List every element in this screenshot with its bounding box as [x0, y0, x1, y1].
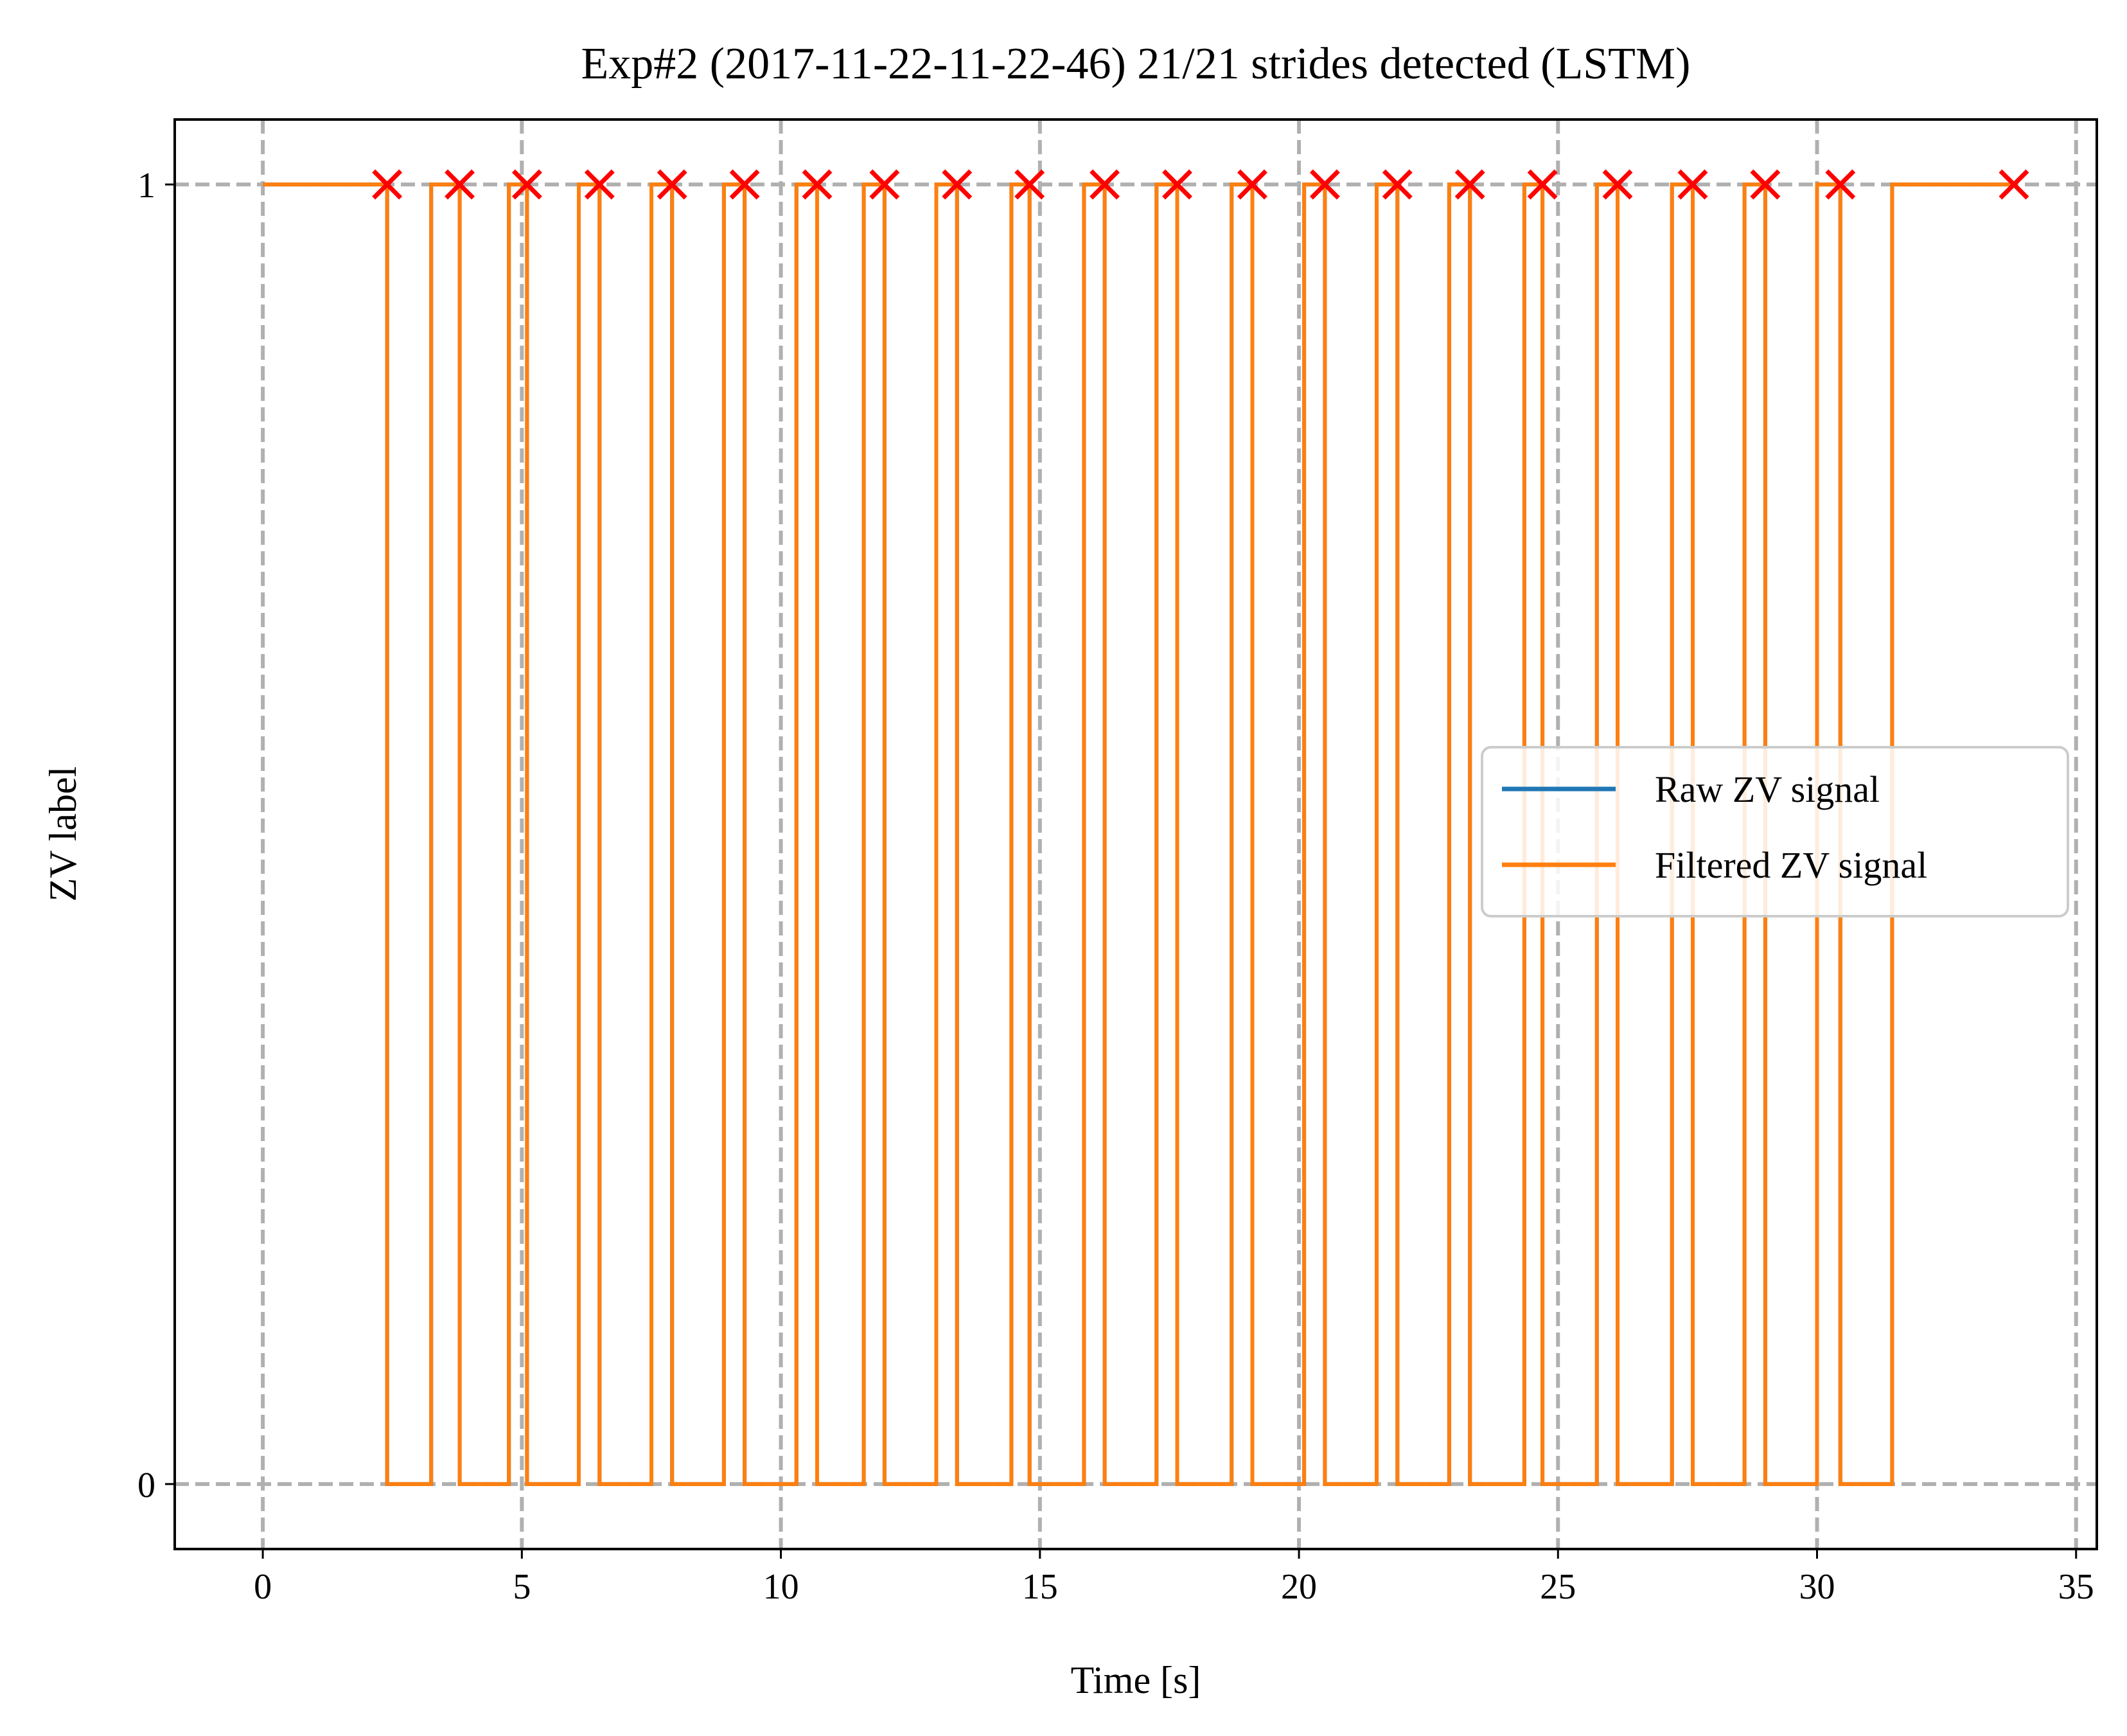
stride-marker [1454, 169, 1485, 200]
stride-marker [1825, 169, 1856, 200]
stride-marker [1602, 169, 1633, 200]
stride-marker [729, 169, 760, 200]
stride-marker [1999, 169, 2029, 200]
chart-title: Exp#2 (2017-11-22-11-22-46) 21/21 stride… [581, 39, 1691, 89]
stride-markers [372, 169, 2029, 200]
stride-marker-stroke [1090, 169, 1120, 200]
stride-marker-stroke [1527, 169, 1558, 200]
stride-marker [1014, 169, 1045, 200]
stride-marker [802, 169, 833, 200]
stride-marker [1750, 169, 1781, 200]
stride-marker [1382, 169, 1413, 200]
stride-marker [372, 169, 403, 200]
y-tick-label: 0 [137, 1466, 155, 1505]
stride-marker [584, 169, 615, 200]
stride-marker-stroke [445, 169, 475, 200]
stride-marker [1237, 169, 1267, 200]
x-tick-label: 35 [2058, 1567, 2094, 1607]
stride-marker-stroke [802, 169, 833, 200]
stride-marker-stroke [372, 169, 403, 200]
y-axis-label: ZV label [42, 766, 84, 902]
x-tick-label: 0 [254, 1567, 272, 1607]
stride-marker [942, 169, 973, 200]
stride-marker [1677, 169, 1708, 200]
stride-marker [869, 169, 900, 200]
stride-marker-stroke [1825, 169, 1856, 200]
x-axis-ticks: 0 5 10 15 20 25 30 35 [254, 1549, 2094, 1607]
stride-marker-stroke [1309, 169, 1340, 200]
stride-marker [445, 169, 475, 200]
plot-frame [173, 118, 2098, 1550]
x-tick-label: 15 [1022, 1567, 1058, 1607]
legend-label-raw: Raw ZV signal [1655, 768, 1880, 810]
x-tick-label: 25 [1540, 1567, 1576, 1607]
plot-series [263, 182, 2014, 1486]
stride-marker-stroke [657, 169, 687, 200]
stride-marker-stroke [1677, 169, 1708, 200]
stride-marker-stroke [942, 169, 973, 200]
stride-marker-stroke [1014, 169, 1045, 200]
stride-marker [511, 169, 542, 200]
stride-marker [657, 169, 687, 200]
stride-marker-stroke [1750, 169, 1781, 200]
x-tick-label: 5 [513, 1567, 531, 1607]
stride-marker-stroke [1237, 169, 1267, 200]
stride-marker-stroke [869, 169, 900, 200]
stride-marker-stroke [511, 169, 542, 200]
y-tick-label: 1 [137, 166, 155, 206]
stride-marker-stroke [1999, 169, 2029, 200]
legend-label-filtered: Filtered ZV signal [1655, 844, 1927, 886]
stride-marker-stroke [1454, 169, 1485, 200]
y-axis-ticks: 01 [137, 166, 175, 1505]
stride-marker-stroke [729, 169, 760, 200]
stride-marker [1090, 169, 1120, 200]
stride-marker [1309, 169, 1340, 200]
x-tick-label: 10 [763, 1567, 799, 1607]
x-tick-label: 30 [1799, 1567, 1835, 1607]
stride-marker [1527, 169, 1558, 200]
legend-box [1481, 746, 2069, 917]
stride-marker-stroke [1382, 169, 1413, 200]
stride-marker-stroke [584, 169, 615, 200]
stride-marker [1162, 169, 1192, 200]
legend: Raw ZV signal Filtered ZV signal [1481, 746, 2069, 917]
series-filtered-zv-signal [263, 182, 2014, 1486]
x-tick-label: 20 [1281, 1567, 1317, 1607]
stride-marker-stroke [1162, 169, 1192, 200]
stride-marker-stroke [1602, 169, 1633, 200]
x-axis-label: Time [s] [1071, 1659, 1201, 1701]
